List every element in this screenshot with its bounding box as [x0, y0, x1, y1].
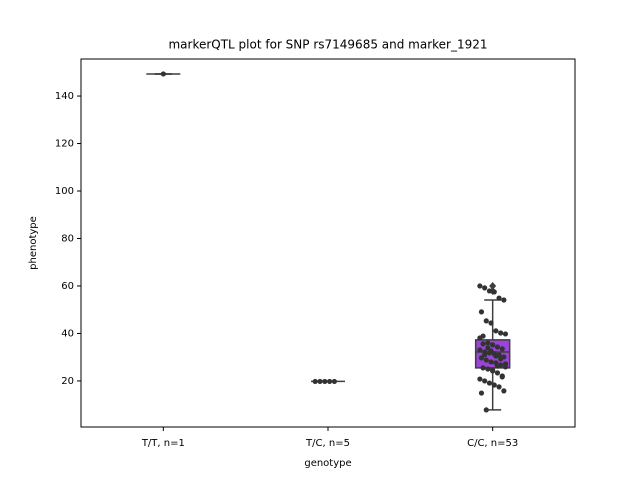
data-point [491, 382, 497, 388]
data-point [488, 348, 494, 354]
data-point [499, 346, 505, 352]
data-point [480, 341, 486, 347]
data-point [502, 331, 509, 337]
data-point [478, 355, 485, 361]
y-tick-label: 140 [55, 91, 74, 102]
data-point [490, 367, 496, 373]
x-axis-label: genotype [304, 458, 351, 469]
data-point [501, 388, 507, 394]
data-point [501, 297, 507, 303]
data-point [482, 285, 488, 291]
data-point [494, 344, 501, 350]
data-point [491, 289, 497, 295]
y-tick-label: 40 [61, 328, 74, 339]
x-tick-label: T/C, n=5 [305, 438, 350, 449]
data-point [482, 352, 488, 358]
data-point [486, 288, 493, 294]
data-point [485, 366, 491, 372]
chart-title: markerQTL plot for SNP rs7149685 and mar… [168, 38, 487, 52]
data-point [494, 370, 501, 376]
y-axis-label: phenotype [28, 216, 39, 270]
x-tick-label: C/C, n=53 [467, 438, 518, 449]
data-point [488, 359, 494, 365]
data-point [502, 361, 509, 367]
data-point [485, 345, 491, 351]
data-point [488, 320, 494, 326]
data-point [483, 318, 489, 324]
data-point [483, 357, 489, 363]
data-point [482, 378, 488, 384]
data-point [483, 407, 489, 413]
data-point [322, 378, 328, 385]
data-point [477, 283, 483, 289]
data-point [477, 335, 483, 341]
data-point [498, 356, 504, 362]
data-point [485, 340, 491, 346]
y-tick-label: 80 [61, 233, 74, 244]
data-point [478, 390, 485, 396]
y-tick-label: 100 [55, 186, 74, 197]
data-point [496, 384, 502, 390]
data-point [331, 378, 337, 385]
data-point [498, 330, 504, 336]
data-point [327, 378, 333, 385]
data-point [499, 374, 505, 380]
data-point [486, 380, 493, 386]
data-point [480, 365, 486, 371]
plot-frame [80, 58, 576, 428]
y-tick-label: 20 [61, 376, 74, 387]
data-point [494, 363, 501, 369]
data-point [477, 376, 483, 382]
data-point [317, 378, 323, 385]
data-point [312, 378, 318, 385]
data-point [493, 353, 499, 359]
data-point [496, 295, 502, 301]
data-point [490, 342, 496, 348]
y-tick-label: 60 [61, 281, 74, 292]
data-point [493, 328, 499, 334]
x-tick-label: T/T, n=1 [141, 438, 185, 449]
data-point [477, 347, 483, 353]
y-tick-label: 120 [55, 139, 74, 150]
data-point [160, 71, 166, 77]
outlier [489, 281, 497, 290]
data-point [478, 309, 485, 315]
